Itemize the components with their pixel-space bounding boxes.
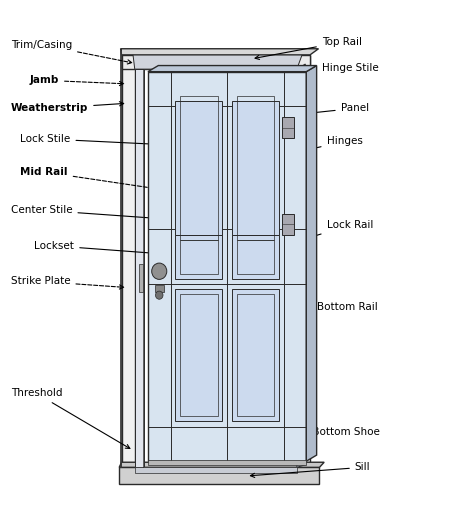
Bar bbox=[237, 96, 274, 240]
Bar bbox=[232, 101, 279, 234]
Bar bbox=[282, 214, 293, 234]
Text: Top Rail: Top Rail bbox=[255, 37, 362, 59]
Bar bbox=[180, 96, 218, 240]
Bar bbox=[119, 467, 319, 484]
Text: Hinges: Hinges bbox=[297, 136, 363, 154]
Text: Lockset: Lockset bbox=[35, 241, 153, 255]
Text: Hinge Stile: Hinge Stile bbox=[298, 62, 379, 77]
Text: Threshold: Threshold bbox=[11, 389, 130, 449]
Polygon shape bbox=[306, 66, 317, 461]
Bar bbox=[121, 55, 135, 467]
Bar bbox=[148, 72, 306, 461]
Text: Panel: Panel bbox=[297, 103, 369, 116]
Polygon shape bbox=[120, 49, 319, 55]
Text: Bottom Rail: Bottom Rail bbox=[265, 302, 378, 321]
Text: Center Stile: Center Stile bbox=[11, 205, 202, 223]
Bar bbox=[180, 240, 218, 274]
Polygon shape bbox=[132, 50, 304, 69]
Bar bbox=[135, 467, 297, 474]
Text: Door Bottom Shoe: Door Bottom Shoe bbox=[255, 426, 380, 458]
Text: Strike Plate: Strike Plate bbox=[11, 276, 124, 289]
Bar bbox=[121, 55, 310, 69]
Circle shape bbox=[152, 263, 167, 280]
Text: Trim/Casing: Trim/Casing bbox=[11, 39, 132, 64]
Bar bbox=[148, 460, 306, 465]
Bar bbox=[232, 234, 279, 279]
Bar bbox=[175, 234, 222, 279]
Bar bbox=[175, 289, 222, 421]
Bar bbox=[232, 289, 279, 421]
Bar bbox=[155, 286, 164, 292]
Bar bbox=[180, 294, 218, 416]
Text: Mid Rail: Mid Rail bbox=[20, 167, 153, 189]
Polygon shape bbox=[119, 462, 324, 467]
Bar bbox=[237, 240, 274, 274]
Bar bbox=[237, 294, 274, 416]
Bar bbox=[135, 69, 144, 467]
Circle shape bbox=[155, 291, 163, 299]
Text: Lock Stile: Lock Stile bbox=[20, 134, 167, 146]
Bar bbox=[138, 264, 143, 292]
Text: Lock Rail: Lock Rail bbox=[297, 221, 373, 242]
Polygon shape bbox=[120, 49, 121, 467]
Polygon shape bbox=[297, 64, 305, 467]
Polygon shape bbox=[148, 66, 317, 72]
Bar bbox=[282, 117, 293, 138]
Text: Sill: Sill bbox=[250, 462, 370, 478]
Bar bbox=[297, 55, 310, 467]
Text: Jamb: Jamb bbox=[30, 75, 124, 86]
Bar bbox=[175, 101, 222, 234]
Text: Weatherstrip: Weatherstrip bbox=[11, 102, 124, 113]
